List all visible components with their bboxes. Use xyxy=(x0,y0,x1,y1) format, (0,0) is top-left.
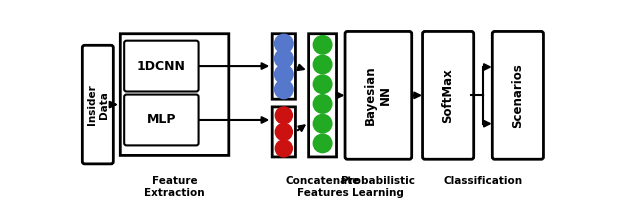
Circle shape xyxy=(313,36,332,54)
Text: SoftMax: SoftMax xyxy=(442,68,454,123)
Circle shape xyxy=(313,75,332,94)
Text: 1DCNN: 1DCNN xyxy=(137,60,186,72)
Circle shape xyxy=(275,65,293,84)
Text: MLP: MLP xyxy=(147,113,176,127)
Circle shape xyxy=(275,34,293,53)
Circle shape xyxy=(275,49,293,68)
FancyBboxPatch shape xyxy=(272,34,296,99)
FancyBboxPatch shape xyxy=(83,45,113,164)
Circle shape xyxy=(275,107,292,124)
Circle shape xyxy=(275,80,293,99)
FancyBboxPatch shape xyxy=(124,41,198,92)
Circle shape xyxy=(313,134,332,153)
FancyBboxPatch shape xyxy=(492,31,543,159)
Circle shape xyxy=(275,140,292,157)
FancyBboxPatch shape xyxy=(308,34,337,157)
FancyBboxPatch shape xyxy=(124,95,198,145)
Text: Classification: Classification xyxy=(444,176,523,186)
Text: Probabilistic
Learning: Probabilistic Learning xyxy=(341,176,415,198)
FancyBboxPatch shape xyxy=(120,34,229,155)
Circle shape xyxy=(313,114,332,133)
Circle shape xyxy=(275,123,292,140)
Text: Scenarios: Scenarios xyxy=(511,63,524,128)
FancyBboxPatch shape xyxy=(272,107,296,157)
FancyBboxPatch shape xyxy=(422,31,474,159)
FancyBboxPatch shape xyxy=(345,31,412,159)
Text: Insider
Data: Insider Data xyxy=(87,84,109,125)
Circle shape xyxy=(313,95,332,113)
Circle shape xyxy=(313,55,332,74)
Text: Feature
Extraction: Feature Extraction xyxy=(144,176,205,198)
Text: Bayesian
NN: Bayesian NN xyxy=(364,66,392,125)
Text: Concatenate
Features: Concatenate Features xyxy=(285,176,360,198)
